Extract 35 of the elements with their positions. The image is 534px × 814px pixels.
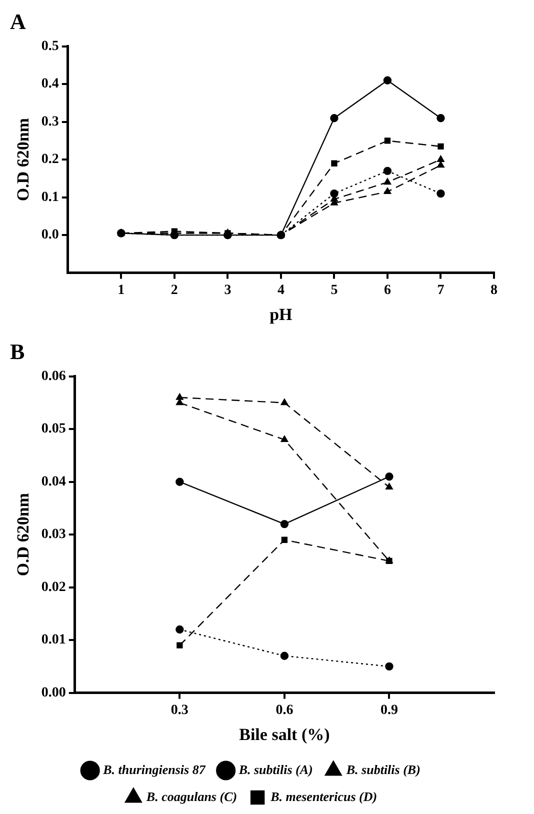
y-tick-label: 0.5: [41, 39, 59, 54]
legend-label: B. subtilis (A): [238, 762, 313, 777]
legend-label: B. thuringiensis 87: [102, 762, 206, 777]
y-tick-label: 0.04: [41, 474, 66, 490]
y-tick-label: 0.01: [41, 632, 66, 648]
x-axis-title: Bile salt (%): [239, 725, 330, 744]
x-tick-label: 1: [118, 282, 125, 298]
x-tick-label: 5: [330, 282, 338, 298]
y-axis-title: O.D 620nm: [14, 493, 33, 576]
y-tick-label: 0.00: [41, 685, 66, 700]
y-tick-label: 0.2: [41, 152, 59, 168]
chart-title: B: [10, 338, 25, 364]
y-tick-label: 0.03: [41, 527, 66, 542]
x-tick-label: 7: [437, 282, 444, 298]
x-tick-label: 8: [490, 282, 498, 298]
x-tick-label: 4: [277, 282, 284, 298]
x-tick-label: 0.3: [170, 702, 188, 718]
y-tick-label: 0.02: [41, 580, 66, 595]
x-tick-label: 3: [224, 282, 232, 298]
y-tick-label: 0.3: [41, 114, 59, 130]
y-tick-label: 0.4: [41, 76, 59, 92]
y-tick-label: 0.0: [41, 228, 59, 243]
legend-label: B. mesentericus (D): [270, 788, 378, 804]
chart-title: A: [10, 8, 26, 34]
x-tick-label: 0.6: [276, 702, 294, 718]
y-tick-label: 0.1: [41, 190, 59, 205]
legend-label: B. coagulans (C): [145, 788, 238, 804]
x-tick-label: 6: [384, 282, 391, 298]
y-tick-label: 0.06: [41, 369, 66, 384]
x-tick-label: 2: [170, 282, 178, 298]
y-axis-title: O.D 620nm: [14, 118, 33, 202]
legend-label: B. subtilis (B): [345, 762, 420, 777]
x-axis-title: pH: [270, 305, 292, 324]
x-tick-label: 0.9: [380, 702, 398, 718]
y-tick-label: 0.05: [41, 422, 66, 437]
